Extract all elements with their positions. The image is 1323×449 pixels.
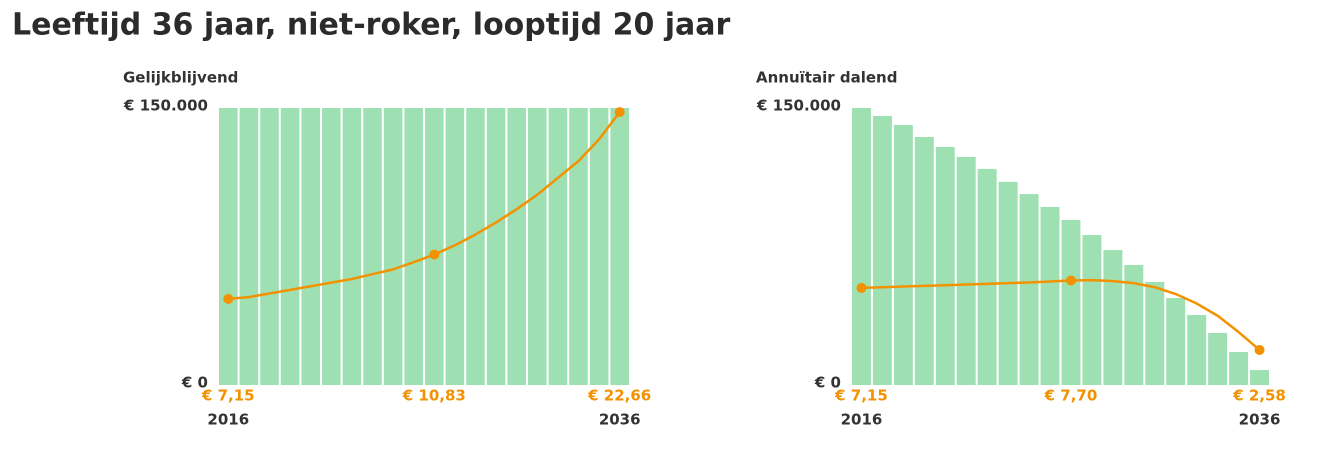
bar: [342, 108, 362, 385]
line-point: [1254, 344, 1265, 355]
bar: [1145, 281, 1165, 385]
bar: [1208, 332, 1228, 385]
bar: [1166, 298, 1186, 385]
bar: [466, 108, 485, 385]
bar: [1082, 235, 1102, 385]
bar: [852, 108, 871, 385]
bar: [872, 115, 892, 385]
bar: [239, 108, 259, 385]
x-tick-label: 2016: [207, 411, 249, 429]
bar: [1061, 219, 1081, 385]
bar: [1124, 264, 1144, 385]
bar: [1103, 250, 1123, 385]
x-tick-label: 2016: [841, 411, 883, 429]
line-point: [223, 293, 234, 304]
bar: [486, 108, 506, 385]
bar: [589, 108, 609, 385]
y-tick-label: € 150.000: [756, 97, 841, 115]
bar: [383, 108, 403, 385]
bar: [610, 108, 629, 385]
page-title: Leeftijd 36 jaar, niet-roker, looptijd 2…: [12, 8, 731, 43]
bar: [280, 108, 300, 385]
bar: [1250, 370, 1269, 385]
line-point: [429, 249, 440, 260]
bar: [914, 136, 934, 385]
value-label: € 7,70: [1044, 387, 1098, 405]
bar: [425, 108, 444, 385]
bar: [893, 124, 913, 386]
chart-subtitle: Gelijkblijvend: [123, 69, 238, 87]
x-tick-label: 2036: [1239, 411, 1281, 429]
value-label: € 7,15: [834, 387, 888, 405]
y-tick-label: € 150.000: [123, 97, 208, 115]
bar: [363, 108, 382, 385]
value-label: € 22,66: [587, 387, 651, 405]
bar: [404, 108, 423, 385]
y-tick-label: € 0: [181, 374, 208, 392]
bar: [977, 168, 997, 385]
bar: [301, 108, 320, 385]
line: [228, 111, 621, 301]
bar: [569, 108, 588, 385]
bar: [1229, 351, 1249, 385]
bar: [528, 108, 547, 385]
line: [861, 278, 1261, 351]
y-tick-label: € 0: [814, 374, 841, 392]
line-point: [856, 282, 867, 293]
line-point: [614, 107, 625, 118]
line-point: [1065, 275, 1076, 286]
bar: [1019, 194, 1039, 385]
chart-subtitle: Annuïtair dalend: [756, 69, 897, 87]
bar: [1040, 206, 1060, 385]
bar: [322, 108, 341, 385]
value-label: € 7,15: [201, 387, 255, 405]
bar: [1187, 315, 1207, 385]
bar: [507, 108, 526, 385]
value-label: € 2,58: [1232, 387, 1286, 405]
bar: [956, 156, 976, 385]
value-label: € 10,83: [402, 387, 466, 405]
bar: [548, 108, 568, 385]
bar: [219, 108, 238, 385]
bar: [260, 108, 279, 385]
x-tick-label: 2036: [599, 411, 641, 429]
bar: [935, 146, 955, 385]
